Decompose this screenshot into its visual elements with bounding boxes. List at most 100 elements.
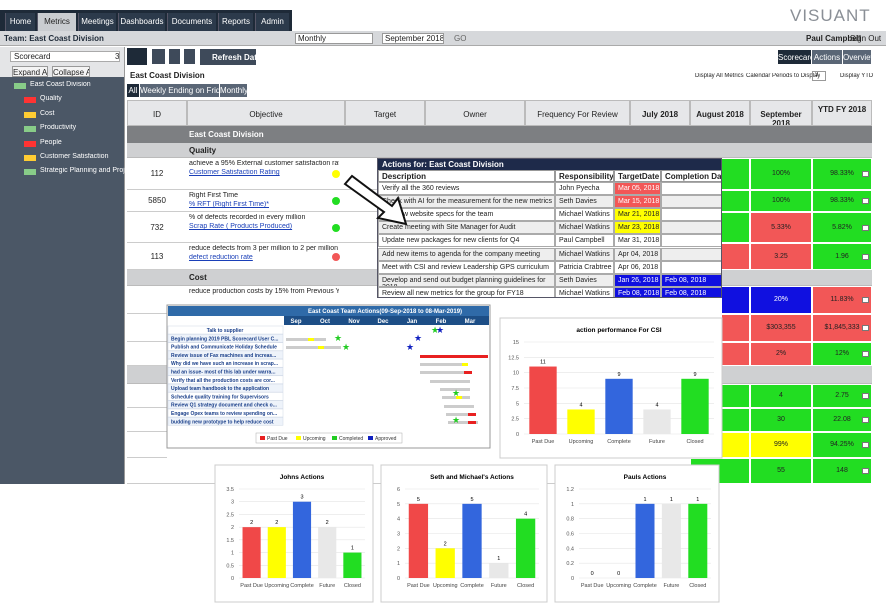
sidebar-button[interactable]: Collapse All [52, 66, 90, 77]
y-tick-label: 1.2 [566, 487, 574, 493]
row-checkbox[interactable] [862, 325, 869, 331]
data-label: 2 [444, 541, 447, 547]
refresh-button[interactable]: Refresh Data [200, 49, 256, 65]
row-id: 732 [150, 222, 164, 232]
tree-icon [14, 83, 26, 89]
subtab[interactable]: Monthly [220, 84, 247, 97]
row-checkbox[interactable] [862, 198, 869, 204]
y-tick-label: 3.5 [226, 487, 234, 493]
nav-tab[interactable]: Meetings [78, 13, 116, 31]
sign-out[interactable]: Sign Out [850, 34, 882, 43]
export-button[interactable] [184, 49, 195, 64]
tree-item[interactable]: East Coast Division [30, 81, 91, 88]
go-button[interactable]: GO [454, 34, 467, 43]
star: ★ [414, 333, 422, 343]
bar [661, 503, 681, 578]
column-header: September 2018 [750, 100, 812, 126]
metric-link[interactable]: defect reduction rate [189, 254, 253, 261]
display-ytd[interactable]: Display YTD [840, 73, 874, 79]
date-select[interactable]: September 2018 [382, 33, 444, 44]
metric-cell: 100% [750, 190, 812, 212]
nav-tab[interactable]: Reports [218, 13, 253, 31]
nav-tab[interactable]: Dashboards [118, 13, 165, 31]
metric-link[interactable]: Scrap Rate ( Products Produced) [189, 223, 293, 230]
action-cell: Patricia Crabtree [555, 260, 614, 274]
gantt-task-row [167, 350, 284, 360]
metric-link[interactable]: % RFT (Right First Time)* [189, 201, 269, 208]
tree-item[interactable]: Productivity [40, 124, 77, 132]
gantt-bar [444, 405, 474, 408]
count: 3 [115, 52, 120, 61]
y-tick-label: 5 [397, 502, 400, 508]
action-cell [661, 260, 721, 274]
gantt-month: Sep [290, 319, 301, 325]
y-tick-label: 0.5 [226, 563, 234, 569]
star: ★ [431, 325, 439, 335]
data-label: 3 [300, 495, 303, 501]
subtab[interactable]: All [127, 84, 139, 97]
view-button[interactable]: Overview [843, 50, 871, 64]
y-tick-label: 0 [397, 576, 400, 582]
tree-icon [24, 140, 36, 147]
sidebar-button[interactable]: Expand All [12, 66, 48, 77]
display-all[interactable]: Display All Metrics [695, 73, 744, 79]
objective: achieve a 95% External customer satisfac… [189, 160, 339, 167]
gantt-bar [286, 346, 341, 349]
gantt-task: Review Q1 strategy document and check o.… [171, 403, 277, 409]
view-button[interactable]: Scorecard [778, 50, 811, 64]
row-checkbox[interactable] [862, 253, 869, 260]
row-id: 5850 [148, 196, 166, 205]
row-checkbox[interactable] [862, 351, 869, 357]
scorecard-select[interactable]: Scorecard [10, 51, 120, 62]
row-checkbox[interactable] [862, 468, 869, 474]
chart-title: Pauls Actions [624, 474, 667, 481]
action-cell: Feb 08, 2018 [614, 286, 661, 297]
subtab[interactable]: Weekly Ending on Friday [140, 84, 219, 97]
tree-icon [24, 155, 36, 161]
view-button[interactable]: Actions [812, 50, 842, 64]
tree-item[interactable]: Cost [40, 109, 55, 117]
gantt-task: Schedule quality training for Supervisor… [171, 394, 269, 400]
export-button[interactable] [169, 49, 180, 64]
nav-tab[interactable]: Home [5, 13, 35, 31]
objective: Right First Time [189, 192, 239, 199]
data-label: 4 [524, 512, 527, 518]
print-button[interactable] [152, 49, 165, 64]
gantt-month: Oct [320, 319, 330, 325]
periods-select[interactable]: 3 [812, 71, 826, 81]
nav-tab[interactable]: Admin [255, 13, 289, 31]
gantt-bar [420, 363, 465, 366]
tree-item[interactable]: Customer Satisfaction [40, 153, 109, 160]
gantt-month: Mar [465, 319, 476, 325]
status-icon [332, 197, 340, 205]
action-cell: Mar 15, 2018 [614, 195, 661, 209]
gantt-bar [308, 338, 314, 341]
row-checkbox[interactable] [862, 297, 869, 303]
star-button[interactable] [127, 48, 147, 65]
tree-item[interactable]: Strategic Planning and Project Por [40, 167, 126, 175]
metric-cell: 22.08 [812, 408, 872, 432]
x-tick-label: Complete [290, 583, 314, 589]
gantt-bar [462, 363, 468, 366]
popup-header: Description [378, 170, 555, 182]
row-checkbox[interactable] [862, 224, 869, 231]
actions-popup: Actions for: East Coast Division Descript… [377, 158, 722, 298]
period-select[interactable]: Monthly [295, 33, 373, 44]
tree-item[interactable]: People [40, 138, 62, 146]
nav-tab[interactable]: Metrics [37, 13, 76, 31]
column-header: YTD FY 2018 [812, 100, 872, 126]
nav-tab[interactable]: Documents [167, 13, 216, 31]
tree-item[interactable]: Quality [40, 95, 62, 103]
legend-swatch [260, 436, 265, 440]
y-tick-label: 10 [513, 371, 519, 377]
row-checkbox[interactable] [862, 171, 869, 177]
row-id: 112 [150, 169, 164, 178]
row-checkbox[interactable] [862, 442, 869, 448]
chart-title: Johns Actions [280, 474, 325, 481]
action-cell: Mar 05, 2018 [614, 182, 661, 196]
gantt-bar [430, 380, 470, 383]
row-checkbox[interactable] [862, 417, 869, 423]
row-checkbox[interactable] [862, 393, 869, 399]
metric-link[interactable]: Customer Satisfaction Rating [189, 169, 280, 176]
